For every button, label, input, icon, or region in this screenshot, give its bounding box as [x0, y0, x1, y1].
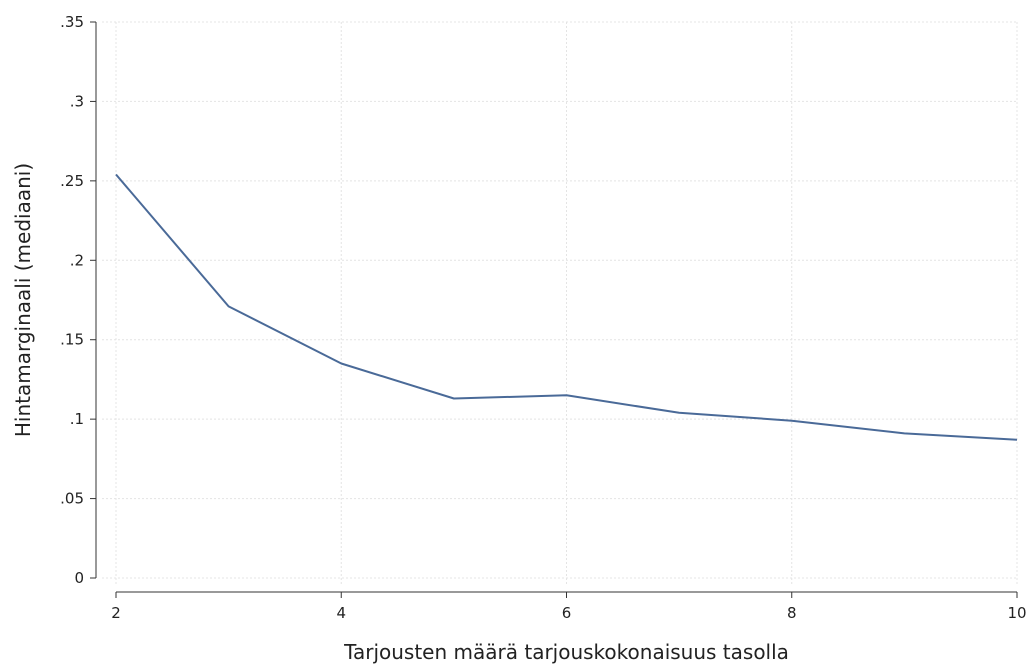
data-point — [228, 305, 230, 307]
y-tick-label: .2 — [70, 251, 84, 269]
axes: 0 .05 .1 .15 .2 .25 .3 .35 2 4 6 8 10 — [60, 13, 1026, 622]
x-tick-label: 4 — [336, 604, 346, 622]
data-point — [678, 412, 680, 414]
y-tick-label: 0 — [74, 569, 84, 587]
y-tick-label: .05 — [60, 490, 84, 508]
x-tick-label: 8 — [787, 604, 797, 622]
data-point — [1016, 439, 1018, 441]
data-point — [340, 363, 342, 365]
y-tick-label: .25 — [60, 172, 84, 190]
data-point — [453, 397, 455, 399]
series-layer — [115, 173, 1018, 441]
y-tick-label: .35 — [60, 13, 84, 31]
y-axis-title: Hintamarginaali (mediaani) — [11, 163, 35, 437]
x-axis-title: Tarjousten määrä tarjouskokonaisuus taso… — [343, 640, 789, 664]
data-point — [115, 174, 117, 176]
series-line — [115, 173, 1018, 441]
y-tick-label: .3 — [70, 92, 84, 110]
y-tick-label: .15 — [60, 331, 84, 349]
data-point — [566, 394, 568, 396]
x-tick-label: 6 — [562, 604, 572, 622]
data-point — [903, 432, 905, 434]
x-tick-label: 2 — [111, 604, 121, 622]
data-point — [791, 420, 793, 422]
grid — [102, 21, 1018, 584]
x-tick-label: 10 — [1007, 604, 1026, 622]
y-tick-label: .1 — [70, 410, 84, 428]
